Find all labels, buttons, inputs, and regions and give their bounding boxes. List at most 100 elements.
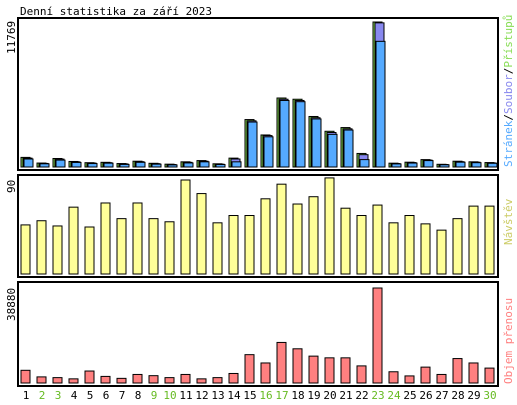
- bar-visits-day-25: [404, 215, 415, 275]
- bar-kbytes-day-26: [420, 366, 431, 384]
- bar-visits-day-20: [324, 177, 335, 275]
- bar-kbytes-day-4: [68, 378, 79, 384]
- bar-pages-day-22: [359, 159, 370, 168]
- day-label-7: 7: [119, 389, 126, 402]
- bar-pages-day-14: [231, 161, 242, 168]
- bar-kbytes-day-10: [164, 377, 175, 384]
- bar-kbytes-day-18: [292, 348, 303, 384]
- day-label-2: 2: [39, 389, 46, 402]
- bar-visits-day-27: [436, 229, 447, 275]
- bar-visits-day-7: [116, 218, 127, 275]
- day-label-13: 13: [211, 389, 224, 402]
- bar-kbytes-day-5: [84, 370, 95, 384]
- bar-kbytes-day-29: [468, 362, 479, 384]
- day-label-17: 17: [275, 389, 288, 402]
- bar-kbytes-day-16: [260, 362, 271, 384]
- bar-kbytes-day-11: [180, 373, 191, 384]
- bar-visits-day-14: [228, 215, 239, 275]
- day-label-23: 23: [371, 389, 384, 402]
- bar-pages-day-10: [167, 164, 178, 168]
- bar-visits-day-4: [68, 206, 79, 275]
- bar-pages-day-15: [247, 121, 258, 168]
- bar-kbytes-day-1: [20, 369, 31, 384]
- bar-visits-day-28: [452, 218, 463, 275]
- bar-visits-day-6: [100, 202, 111, 275]
- day-label-20: 20: [323, 389, 336, 402]
- bar-visits-day-9: [148, 218, 159, 275]
- bar-visits-day-18: [292, 203, 303, 275]
- day-label-1: 1: [23, 389, 30, 402]
- bar-pages-day-3: [55, 159, 66, 168]
- day-label-29: 29: [467, 389, 480, 402]
- day-label-30: 30: [483, 389, 496, 402]
- day-label-26: 26: [419, 389, 432, 402]
- bar-pages-day-30: [487, 162, 498, 168]
- bar-visits-day-16: [260, 198, 271, 275]
- bar-kbytes-day-12: [196, 378, 207, 384]
- bar-visits-day-1: [20, 224, 31, 275]
- bar-kbytes-day-22: [356, 365, 367, 384]
- bar-pages-day-8: [135, 161, 146, 168]
- day-label-5: 5: [87, 389, 94, 402]
- bar-pages-day-21: [343, 129, 354, 168]
- legend-files: Soubor: [502, 74, 515, 114]
- legend-pages: Stránek: [502, 120, 515, 167]
- day-label-6: 6: [103, 389, 110, 402]
- day-label-4: 4: [71, 389, 78, 402]
- bar-pages-day-18: [295, 101, 306, 168]
- page-title: Denní statistika za září 2023: [20, 5, 212, 18]
- day-label-12: 12: [195, 389, 208, 402]
- bar-pages-day-29: [471, 162, 482, 168]
- bar-visits-day-11: [180, 179, 191, 275]
- day-label-10: 10: [163, 389, 176, 402]
- bar-pages-day-17: [279, 99, 290, 168]
- bar-visits-day-8: [132, 202, 143, 275]
- bar-pages-day-11: [183, 162, 194, 168]
- bar-kbytes-day-17: [276, 341, 287, 384]
- bar-kbytes-day-6: [100, 375, 111, 384]
- bar-pages-day-13: [215, 164, 226, 168]
- bar-kbytes-day-28: [452, 358, 463, 384]
- bar-pages-day-26: [423, 160, 434, 168]
- day-label-25: 25: [403, 389, 416, 402]
- bar-kbytes-day-23: [372, 287, 383, 384]
- legend-sep-1: /: [502, 114, 515, 121]
- bar-pages-day-2: [39, 163, 50, 168]
- legend-visits: Návštěv: [502, 198, 515, 245]
- day-label-15: 15: [243, 389, 256, 402]
- bar-pages-day-23: [375, 40, 386, 168]
- bar-kbytes-day-19: [308, 355, 319, 384]
- bar-pages-day-7: [119, 163, 130, 168]
- bar-kbytes-day-13: [212, 377, 223, 384]
- legend-sep-2: /: [502, 68, 515, 75]
- bar-visits-day-22: [356, 215, 367, 275]
- bar-visits-day-17: [276, 183, 287, 275]
- bar-kbytes-day-20: [324, 357, 335, 384]
- bar-visits-day-15: [244, 215, 255, 275]
- bar-kbytes-day-2: [36, 376, 47, 384]
- bar-visits-day-2: [36, 220, 47, 275]
- bar-pages-day-12: [199, 161, 210, 168]
- day-label-24: 24: [387, 389, 401, 402]
- day-label-9: 9: [151, 389, 158, 402]
- day-label-11: 11: [179, 389, 192, 402]
- panel-visits: [20, 177, 495, 275]
- bar-pages-day-28: [455, 161, 466, 168]
- bar-visits-day-30: [484, 205, 495, 275]
- ymax-label-visits: 90: [5, 180, 18, 193]
- bar-kbytes-day-14: [228, 372, 239, 384]
- panel-hits: [20, 21, 498, 168]
- bar-pages-day-6: [103, 162, 114, 168]
- bar-pages-day-4: [71, 161, 82, 168]
- bar-kbytes-day-15: [244, 354, 255, 384]
- bar-pages-day-24: [391, 163, 402, 168]
- bar-visits-day-23: [372, 204, 383, 275]
- bar-kbytes-day-25: [404, 375, 415, 384]
- legend-kbytes: Objem přenosu: [502, 298, 515, 384]
- bar-visits-day-10: [164, 221, 175, 275]
- day-label-19: 19: [307, 389, 320, 402]
- bar-kbytes-day-8: [132, 373, 143, 384]
- bar-visits-day-3: [52, 225, 63, 275]
- bar-pages-day-19: [311, 118, 322, 168]
- bar-pages-day-16: [263, 136, 274, 168]
